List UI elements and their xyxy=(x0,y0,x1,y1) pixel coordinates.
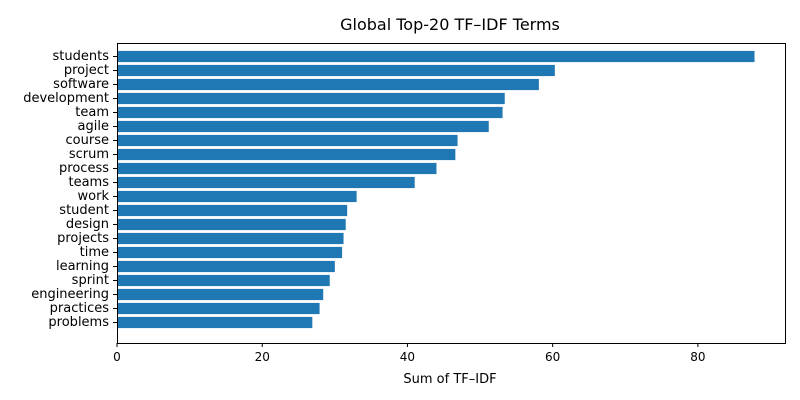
bar-software xyxy=(117,78,539,91)
y-tick-label: teams xyxy=(69,175,110,190)
x-tick-label: 40 xyxy=(400,350,415,364)
y-tick-label: engineering xyxy=(31,287,109,302)
bar-problems xyxy=(117,316,313,329)
bars-group xyxy=(117,50,755,329)
bar-design xyxy=(117,218,346,231)
plot-frame xyxy=(117,43,786,344)
bar-engineering xyxy=(117,288,324,301)
bar-projects xyxy=(117,232,344,245)
bar-process xyxy=(117,162,437,175)
x-axis-label: Sum of TF–IDF xyxy=(403,372,496,387)
y-tick-label: practices xyxy=(50,301,110,316)
bar-work xyxy=(117,190,357,203)
y-tick-label: work xyxy=(78,189,110,204)
bar-practices xyxy=(117,302,320,315)
y-tick-label: students xyxy=(53,49,110,64)
x-tick-label: 80 xyxy=(690,350,705,364)
y-tick-label: scrum xyxy=(69,147,109,162)
y-tick-label: design xyxy=(66,217,109,232)
y-tick-label: process xyxy=(59,161,109,176)
x-axis-ticks: 0 20 40 60 80 xyxy=(113,343,706,364)
x-tick-label: 20 xyxy=(255,350,270,364)
y-tick-label: time xyxy=(80,245,109,260)
y-axis-ticks: studentsprojectsoftwaredevelopmentteamag… xyxy=(23,49,117,330)
bar-learning xyxy=(117,260,335,273)
bar-course xyxy=(117,134,458,147)
y-tick-label: projects xyxy=(57,231,109,246)
bar-teams xyxy=(117,176,415,189)
y-tick-label: problems xyxy=(48,315,109,330)
bar-scrum xyxy=(117,148,456,161)
y-tick-label: sprint xyxy=(72,273,109,288)
bar-agile xyxy=(117,120,489,133)
bar-time xyxy=(117,246,343,259)
y-tick-label: project xyxy=(64,63,109,78)
y-tick-label: learning xyxy=(56,259,109,274)
bar-development xyxy=(117,92,505,105)
bar-student xyxy=(117,204,348,217)
x-tick-label: 0 xyxy=(113,350,121,364)
y-tick-label: team xyxy=(75,105,109,120)
y-tick-label: course xyxy=(66,133,109,148)
bar-team xyxy=(117,106,503,119)
bar-sprint xyxy=(117,274,330,287)
y-tick-label: software xyxy=(53,77,109,92)
chart-title: Global Top-20 TF–IDF Terms xyxy=(340,15,560,34)
bar-students xyxy=(117,50,755,63)
x-tick-label: 60 xyxy=(545,350,560,364)
bar-project xyxy=(117,64,555,77)
y-tick-label: development xyxy=(23,91,109,106)
y-tick-label: agile xyxy=(78,119,109,134)
y-tick-label: student xyxy=(59,203,109,218)
